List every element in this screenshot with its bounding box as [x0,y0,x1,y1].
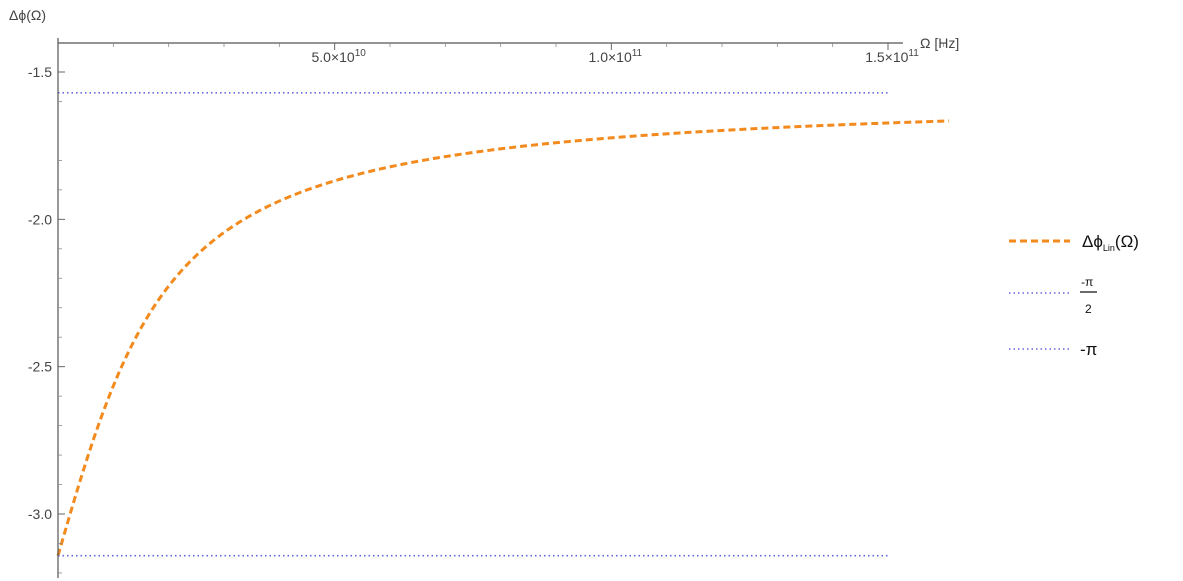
legend-lin-subscript: Lin [1103,243,1115,253]
series-line-lin [56,119,949,557]
legend-lin-main: Δϕ [1082,232,1103,251]
x-tick-label: 1.0×1011 [589,48,643,65]
y-axis-label: Δϕ(Ω) [9,7,46,23]
ticks: 5.0×1010 1.0×1011 1.5×1011 -1.5 -2.0 -2.5 -3.0 [28,43,944,574]
x-tick-label: 5.0×1010 [311,48,366,65]
y-tick-label: -3.0 [28,506,52,522]
x-axis-label: Ω [Hz] [920,35,959,51]
y-tick-label: -2.0 [28,211,52,227]
legend-item-minus-pi: -π [1009,340,1097,359]
legend-item-lin: ΔϕLin(Ω) [1009,232,1139,253]
legend-lin-tail: (Ω) [1115,232,1139,251]
legend: ΔϕLin(Ω) -π 2 -π [1009,232,1139,359]
y-tick-label: -1.5 [28,64,52,80]
legend-item-minus-pi-half: -π 2 [1009,275,1097,316]
x-tick-label: 1.5×1011 [865,48,919,65]
legend-minus-pi-half-numerator: -π [1081,275,1093,289]
axes [57,38,903,578]
y-tick-label: -2.5 [28,359,52,375]
legend-label-lin: ΔϕLin(Ω) [1082,232,1139,253]
legend-minus-pi-half-denominator: 2 [1085,302,1092,316]
plot-area [56,92,949,557]
legend-label-minus-pi: -π [1080,340,1097,359]
